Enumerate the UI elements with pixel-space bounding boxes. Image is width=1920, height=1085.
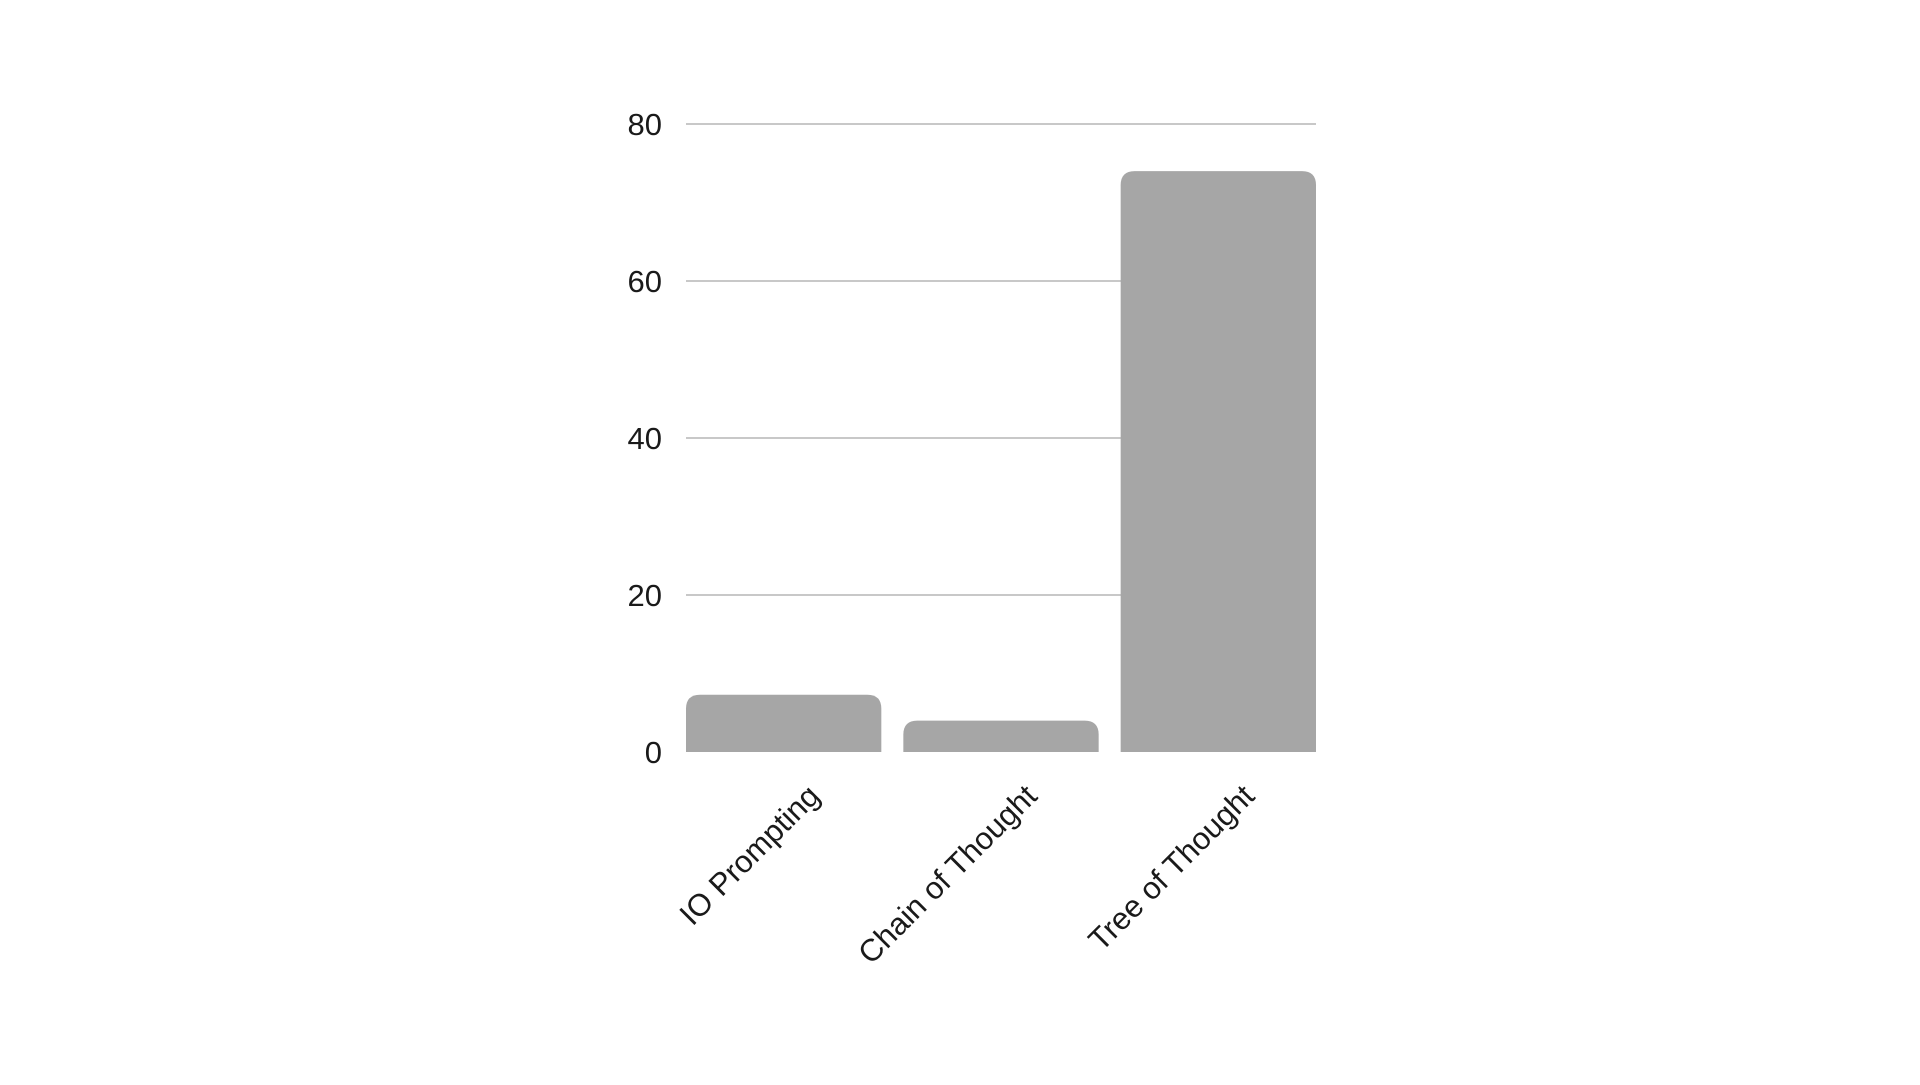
x-category-label: IO Prompting: [673, 778, 827, 932]
bar-io-prompting: [686, 694, 882, 752]
y-tick-label: 80: [628, 107, 662, 142]
x-category-label: Chain of Thought: [851, 778, 1044, 971]
bars: [686, 171, 1316, 753]
x-axis-categories: IO Prompting Chain of Thought Tree of Thou…: [673, 778, 1262, 971]
y-axis-ticks: 0 20 40 60 80: [628, 107, 662, 770]
x-category-label: Tree of Thought: [1082, 778, 1262, 958]
y-tick-label: 0: [645, 735, 662, 770]
bar-chain-of-thought: [903, 720, 1099, 752]
y-tick-label: 40: [628, 421, 662, 456]
y-tick-label: 20: [628, 578, 662, 613]
bar-tree-of-thought: [1120, 171, 1316, 753]
y-tick-label: 60: [628, 264, 662, 299]
